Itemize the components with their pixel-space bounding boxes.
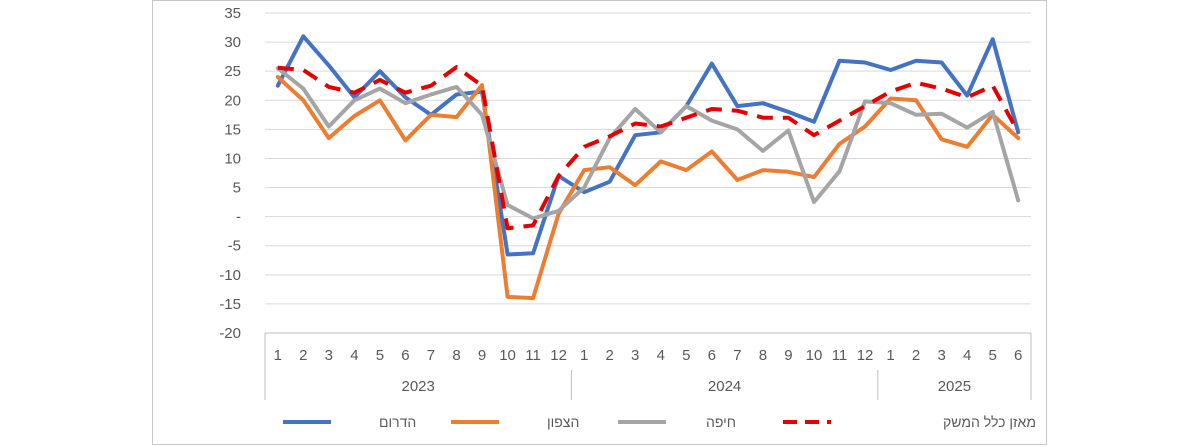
y-tick-label: -20 [219, 325, 241, 342]
x-tick-label: 1 [580, 347, 588, 364]
x-tick-label: 3 [631, 347, 639, 364]
x-tick-label: 6 [1014, 347, 1022, 364]
y-tick-label: 30 [224, 34, 241, 51]
x-tick-label: 2 [606, 347, 614, 364]
x-tick-label: 1 [886, 347, 894, 364]
y-tick-label: -5 [228, 238, 241, 255]
x-tick-label: 1 [274, 347, 282, 364]
x-tick-label: 2 [912, 347, 920, 364]
x-tick-label: 5 [682, 347, 690, 364]
x-tick-label: 4 [657, 347, 665, 364]
x-tick-label: 8 [759, 347, 767, 364]
x-tick-label: 7 [733, 347, 741, 364]
x-tick-label: 8 [452, 347, 460, 364]
legend-label: חיפה [706, 414, 736, 430]
x-tick-label: 3 [937, 347, 945, 364]
x-tick-label: 12 [857, 347, 874, 364]
legend-label: הצפון [547, 414, 579, 430]
x-tick-label: 10 [499, 347, 516, 364]
y-tick-label: 35 [224, 5, 241, 22]
series-line-1 [275, 34, 1021, 257]
x-tick-label: 5 [376, 347, 384, 364]
legend-label: הדרום [379, 414, 416, 430]
x-tick-label: 9 [784, 347, 792, 364]
y-tick-label: - [236, 209, 241, 226]
series-line-4 [277, 65, 1020, 231]
x-tick-label: 2 [299, 347, 307, 364]
y-tick-label: 20 [224, 92, 241, 109]
legend-label: מאזן כלל המשק [943, 414, 1036, 430]
year-label: 2025 [938, 378, 971, 395]
y-tick-label: 10 [224, 150, 241, 167]
x-tick-label: 9 [478, 347, 486, 364]
x-tick-label: 7 [427, 347, 435, 364]
x-tick-label: 10 [806, 347, 823, 364]
x-tick-label: 4 [963, 347, 971, 364]
x-tick-label: 6 [708, 347, 716, 364]
x-tick-label: 12 [550, 347, 567, 364]
series-line-3 [275, 66, 1021, 221]
y-tick-label: 5 [233, 180, 241, 197]
y-tick-label: 25 [224, 63, 241, 80]
x-tick-label: 5 [989, 347, 997, 364]
x-tick-label: 6 [401, 347, 409, 364]
chart-area: 35 30 25 20 15 10 5- -5 -10 -15 -20 1 2 3 4 5 6 7 8 9 10 11 12… [152, 0, 1047, 445]
year-label: 2024 [708, 378, 741, 395]
y-tick-label: -10 [219, 267, 241, 284]
y-tick-label: 15 [224, 121, 241, 138]
y-tick-label: -15 [219, 296, 241, 313]
x-tick-label: 3 [325, 347, 333, 364]
x-tick-label: 11 [832, 347, 848, 364]
x-tick-label: 11 [525, 347, 541, 364]
series-line-2 [275, 75, 1021, 301]
year-label: 2023 [402, 378, 435, 395]
x-tick-label: 4 [350, 347, 358, 364]
